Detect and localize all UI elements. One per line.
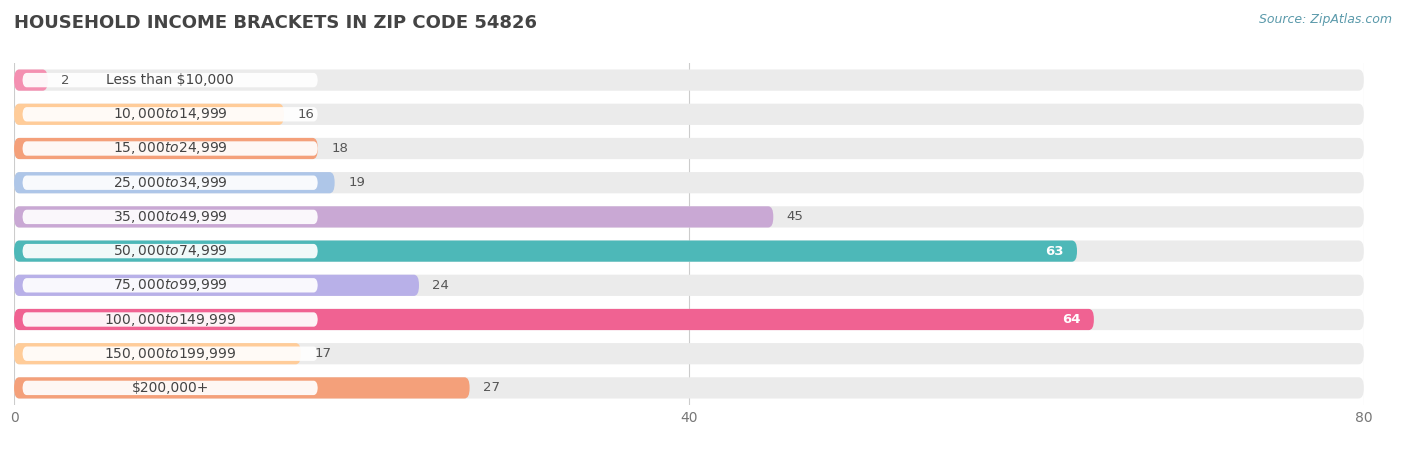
FancyBboxPatch shape <box>14 69 48 91</box>
Text: HOUSEHOLD INCOME BRACKETS IN ZIP CODE 54826: HOUSEHOLD INCOME BRACKETS IN ZIP CODE 54… <box>14 14 537 32</box>
FancyBboxPatch shape <box>22 312 318 327</box>
Text: $150,000 to $199,999: $150,000 to $199,999 <box>104 346 236 362</box>
Text: $10,000 to $14,999: $10,000 to $14,999 <box>112 106 228 122</box>
FancyBboxPatch shape <box>14 343 1364 364</box>
FancyBboxPatch shape <box>22 176 318 190</box>
FancyBboxPatch shape <box>14 206 1364 228</box>
FancyBboxPatch shape <box>14 343 301 364</box>
FancyBboxPatch shape <box>14 104 1364 125</box>
Text: $100,000 to $149,999: $100,000 to $149,999 <box>104 311 236 328</box>
Text: 27: 27 <box>484 382 501 394</box>
FancyBboxPatch shape <box>22 73 318 87</box>
Text: $50,000 to $74,999: $50,000 to $74,999 <box>112 243 228 259</box>
FancyBboxPatch shape <box>14 206 773 228</box>
FancyBboxPatch shape <box>22 210 318 224</box>
FancyBboxPatch shape <box>22 141 318 156</box>
Text: Source: ZipAtlas.com: Source: ZipAtlas.com <box>1258 14 1392 27</box>
Text: $75,000 to $99,999: $75,000 to $99,999 <box>112 277 228 293</box>
FancyBboxPatch shape <box>22 381 318 395</box>
FancyBboxPatch shape <box>14 377 470 399</box>
FancyBboxPatch shape <box>14 240 1077 262</box>
Text: $200,000+: $200,000+ <box>131 381 209 395</box>
Text: 64: 64 <box>1062 313 1080 326</box>
Text: $35,000 to $49,999: $35,000 to $49,999 <box>112 209 228 225</box>
Text: $25,000 to $34,999: $25,000 to $34,999 <box>112 175 228 191</box>
FancyBboxPatch shape <box>14 377 1364 399</box>
FancyBboxPatch shape <box>22 107 318 122</box>
Text: $15,000 to $24,999: $15,000 to $24,999 <box>112 140 228 157</box>
Text: 17: 17 <box>315 347 332 360</box>
FancyBboxPatch shape <box>14 274 1364 296</box>
FancyBboxPatch shape <box>14 138 318 159</box>
Text: 19: 19 <box>349 176 366 189</box>
FancyBboxPatch shape <box>14 69 1364 91</box>
Text: 24: 24 <box>433 279 450 292</box>
FancyBboxPatch shape <box>14 309 1364 330</box>
FancyBboxPatch shape <box>14 104 284 125</box>
FancyBboxPatch shape <box>22 346 318 361</box>
Text: 63: 63 <box>1045 245 1063 257</box>
FancyBboxPatch shape <box>22 278 318 293</box>
Text: Less than $10,000: Less than $10,000 <box>107 73 233 87</box>
FancyBboxPatch shape <box>14 138 1364 159</box>
FancyBboxPatch shape <box>14 240 1364 262</box>
FancyBboxPatch shape <box>14 274 419 296</box>
Text: 16: 16 <box>298 108 315 121</box>
Text: 45: 45 <box>787 211 804 223</box>
FancyBboxPatch shape <box>14 172 1364 194</box>
FancyBboxPatch shape <box>22 244 318 258</box>
Text: 2: 2 <box>62 74 70 86</box>
Text: 18: 18 <box>332 142 349 155</box>
FancyBboxPatch shape <box>14 172 335 194</box>
FancyBboxPatch shape <box>14 309 1094 330</box>
